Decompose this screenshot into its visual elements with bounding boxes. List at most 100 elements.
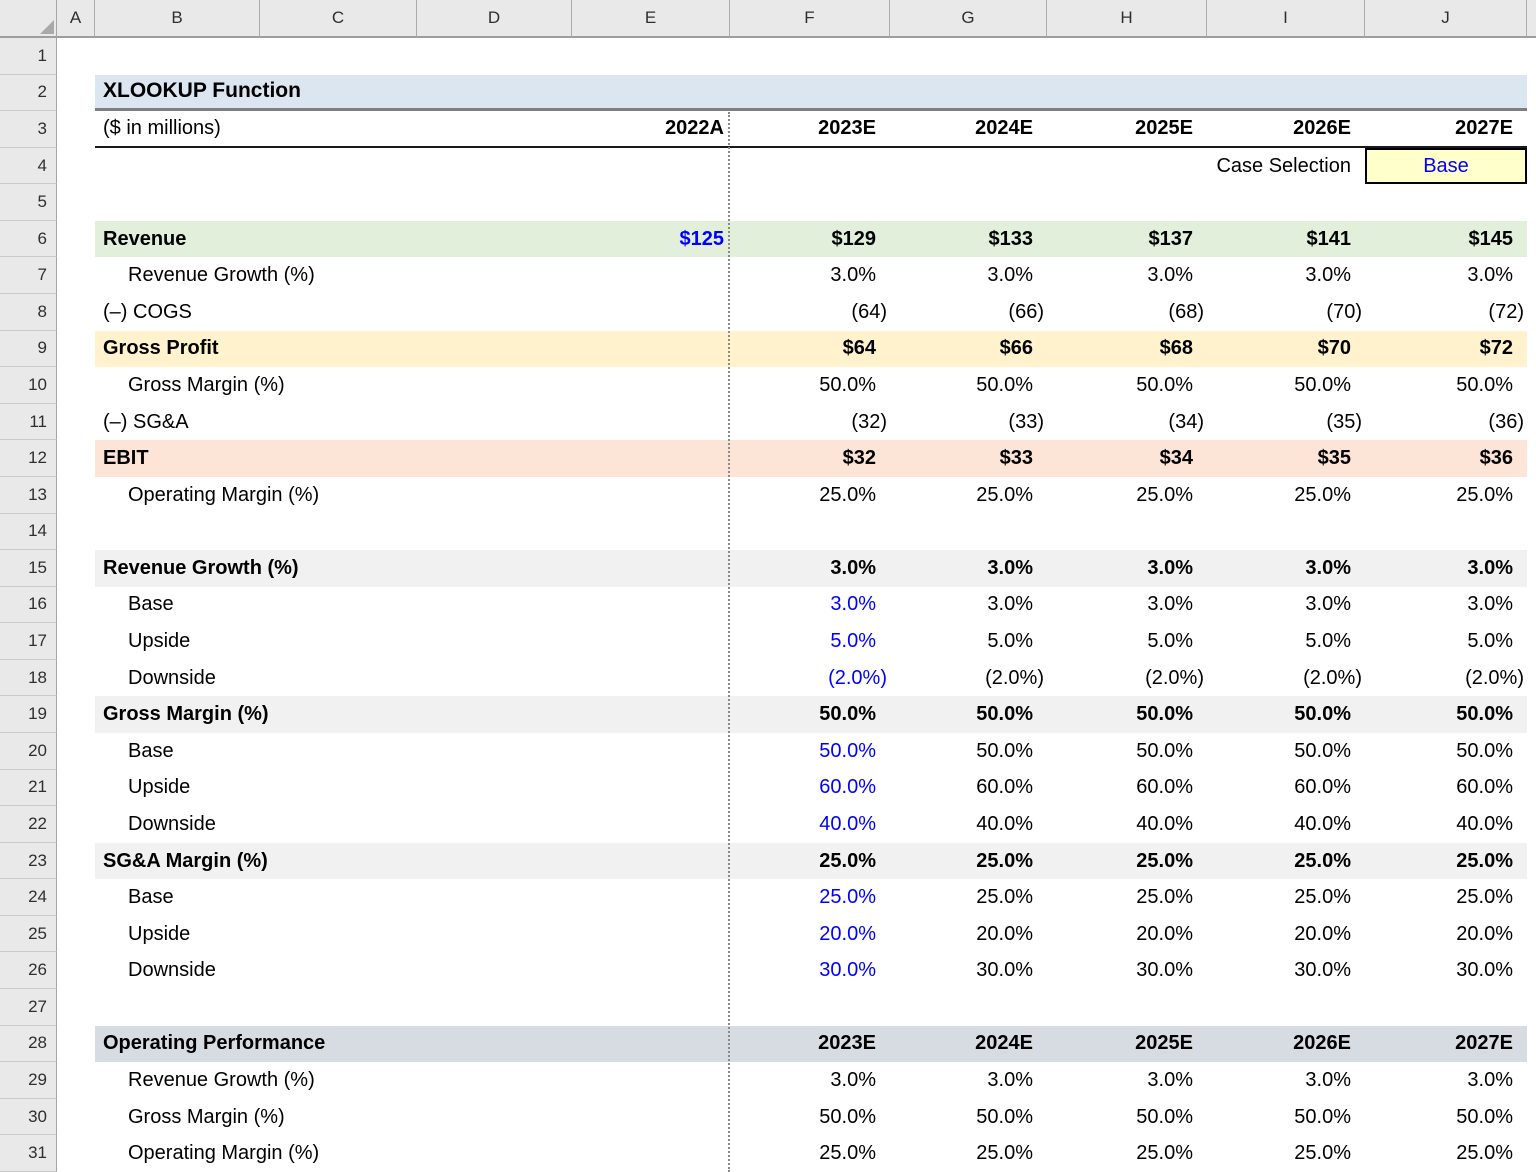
cell-J11[interactable]: (36)	[1488, 410, 1524, 433]
cell-G23[interactable]: 25.0%	[976, 849, 1033, 872]
cell-I7[interactable]: 3.0%	[1305, 264, 1351, 287]
row-16-label[interactable]: Base	[128, 593, 174, 616]
cell-F30[interactable]: 50.0%	[819, 1105, 876, 1128]
cell-E13[interactable]	[572, 477, 730, 514]
cell-A10[interactable]	[57, 367, 95, 404]
cell-H2[interactable]	[1047, 75, 1207, 109]
cell-I21[interactable]: 60.0%	[1294, 776, 1351, 799]
cell-E24[interactable]	[572, 879, 730, 916]
cell-J10[interactable]: 50.0%	[1456, 373, 1513, 396]
cell-F10[interactable]: 50.0%	[819, 373, 876, 396]
column-header-B[interactable]: B	[95, 0, 260, 38]
cell-A19[interactable]	[57, 696, 95, 733]
cell-J22[interactable]: 40.0%	[1456, 812, 1513, 835]
cell-H26[interactable]: 30.0%	[1136, 959, 1193, 982]
cell-F13[interactable]: 25.0%	[819, 483, 876, 506]
cell-J21[interactable]: 60.0%	[1456, 776, 1513, 799]
cell-G4[interactable]	[890, 148, 1047, 185]
cell-J18[interactable]: (2.0%)	[1465, 666, 1524, 689]
cell-G25[interactable]: 20.0%	[976, 922, 1033, 945]
cell-F24[interactable]: 25.0%	[819, 886, 876, 909]
row-number-17[interactable]: 17	[0, 623, 57, 660]
column-header-D[interactable]: D	[417, 0, 572, 38]
cell-G12[interactable]: $33	[999, 447, 1033, 470]
cell-E30[interactable]	[572, 1099, 730, 1136]
cell-A8[interactable]	[57, 294, 95, 331]
cell-F14[interactable]	[730, 514, 890, 551]
row-number-18[interactable]: 18	[0, 659, 57, 697]
cell-A14[interactable]	[57, 513, 95, 551]
cell-G31[interactable]: 25.0%	[976, 1142, 1033, 1165]
cell-H3[interactable]: 2025E	[1135, 116, 1193, 139]
cell-G15[interactable]: 3.0%	[987, 556, 1033, 579]
cell-H25[interactable]: 20.0%	[1136, 922, 1193, 945]
cell-F31[interactable]: 25.0%	[819, 1142, 876, 1165]
cell-G11[interactable]: (33)	[1008, 410, 1044, 433]
cell-F18[interactable]: (2.0%)	[828, 666, 887, 689]
cell-I20[interactable]: 50.0%	[1294, 739, 1351, 762]
row-6-label[interactable]: Revenue	[103, 227, 187, 250]
cell-I31[interactable]: 25.0%	[1294, 1142, 1351, 1165]
cell-F26[interactable]: 30.0%	[819, 959, 876, 982]
cell-I9[interactable]: $70	[1317, 337, 1351, 360]
row-number-22[interactable]: 22	[0, 806, 57, 843]
cell-H12[interactable]: $34	[1159, 447, 1193, 470]
cell-F25[interactable]: 20.0%	[819, 922, 876, 945]
cell-I2[interactable]	[1207, 75, 1365, 109]
select-all-corner[interactable]	[0, 0, 57, 38]
cell-I11[interactable]: (35)	[1326, 410, 1362, 433]
cell-F9[interactable]: $64	[842, 337, 876, 360]
cell-G8[interactable]: (66)	[1008, 300, 1044, 323]
cell-B4[interactable]	[95, 148, 572, 185]
cell-J20[interactable]: 50.0%	[1456, 739, 1513, 762]
cell-A15[interactable]	[57, 550, 95, 587]
cell-H31[interactable]: 25.0%	[1136, 1142, 1193, 1165]
cell-I29[interactable]: 3.0%	[1305, 1068, 1351, 1091]
cell-H21[interactable]: 60.0%	[1136, 776, 1193, 799]
cell-A31[interactable]	[57, 1135, 95, 1172]
row-number-10[interactable]: 10	[0, 367, 57, 404]
cell-A9[interactable]	[57, 330, 95, 368]
cell-F23[interactable]: 25.0%	[819, 849, 876, 872]
cell-I19[interactable]: 50.0%	[1294, 703, 1351, 726]
cell-F8[interactable]: (64)	[851, 300, 887, 323]
cell-J31[interactable]: 25.0%	[1456, 1142, 1513, 1165]
cell-G19[interactable]: 50.0%	[976, 703, 1033, 726]
column-header-I[interactable]: I	[1207, 0, 1365, 38]
row-number-25[interactable]: 25	[0, 915, 57, 953]
row-number-24[interactable]: 24	[0, 879, 57, 916]
cell-A22[interactable]	[57, 806, 95, 843]
cell-J26[interactable]: 30.0%	[1456, 959, 1513, 982]
cell-I17[interactable]: 5.0%	[1305, 630, 1351, 653]
cell-G10[interactable]: 50.0%	[976, 373, 1033, 396]
cell-I25[interactable]: 20.0%	[1294, 922, 1351, 945]
cell-I30[interactable]: 50.0%	[1294, 1105, 1351, 1128]
cell-E19[interactable]	[572, 696, 730, 733]
cell-E9[interactable]	[572, 331, 730, 368]
cell-H5[interactable]	[1047, 184, 1207, 221]
cell-I14[interactable]	[1207, 514, 1365, 551]
cell-J13[interactable]: 25.0%	[1456, 483, 1513, 506]
cell-J1[interactable]	[1365, 38, 1527, 75]
cell-J8[interactable]: (72)	[1488, 300, 1524, 323]
row-number-29[interactable]: 29	[0, 1062, 57, 1099]
cell-A6[interactable]	[57, 220, 95, 258]
row-5-label[interactable]	[95, 184, 572, 221]
cell-H24[interactable]: 25.0%	[1136, 886, 1193, 909]
row-number-5[interactable]: 5	[0, 184, 57, 221]
cell-I13[interactable]: 25.0%	[1294, 483, 1351, 506]
cell-H7[interactable]: 3.0%	[1147, 264, 1193, 287]
cell-E7[interactable]	[572, 257, 730, 294]
cell-J25[interactable]: 20.0%	[1456, 922, 1513, 945]
row-21-label[interactable]: Upside	[128, 776, 191, 799]
cell-J12[interactable]: $36	[1479, 447, 1513, 470]
row-number-6[interactable]: 6	[0, 220, 57, 258]
cell-I5[interactable]	[1207, 184, 1365, 221]
cell-F11[interactable]: (32)	[851, 410, 887, 433]
cell-E17[interactable]	[572, 623, 730, 660]
cell-E2[interactable]	[572, 75, 730, 109]
cell-I8[interactable]: (70)	[1326, 300, 1362, 323]
cell-I1[interactable]	[1207, 38, 1365, 75]
cell-E27[interactable]	[572, 989, 730, 1026]
cell-F27[interactable]	[730, 989, 890, 1026]
